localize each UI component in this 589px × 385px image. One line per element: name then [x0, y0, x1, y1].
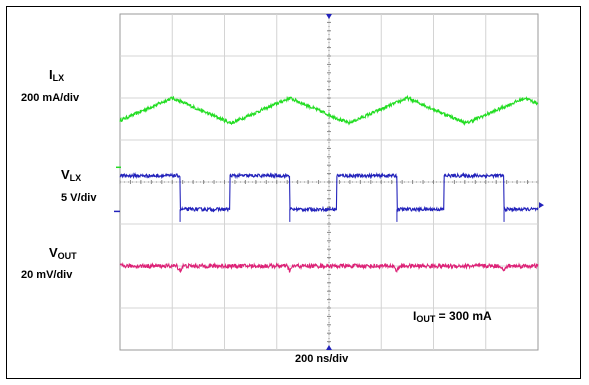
- series-line-2: [119, 261, 539, 274]
- trigger-position-marker-top: [326, 14, 332, 19]
- chart-frame: ILX 200 mA/div VLX 5 V/div VOUT 20 mV/di…: [6, 6, 581, 379]
- time-scale-label: 200 ns/div: [295, 353, 349, 365]
- ilx-scale-label: 200 mA/div: [21, 92, 80, 104]
- ilx-label: ILX: [49, 67, 65, 83]
- oscilloscope-plot: [114, 13, 544, 351]
- trigger-level-marker: [539, 202, 544, 209]
- vlx-scale-label: 5 V/div: [61, 192, 97, 204]
- trigger-position-marker-bottom: [326, 345, 332, 350]
- vout-scale-label: 20 mV/div: [21, 269, 73, 281]
- series-line-1: [119, 171, 539, 213]
- vout-label: VOUT: [49, 245, 77, 261]
- iout-annotation: IOUT = 300 mA: [413, 309, 492, 324]
- series-line-0: [119, 94, 539, 127]
- vlx-label: VLX: [61, 167, 82, 183]
